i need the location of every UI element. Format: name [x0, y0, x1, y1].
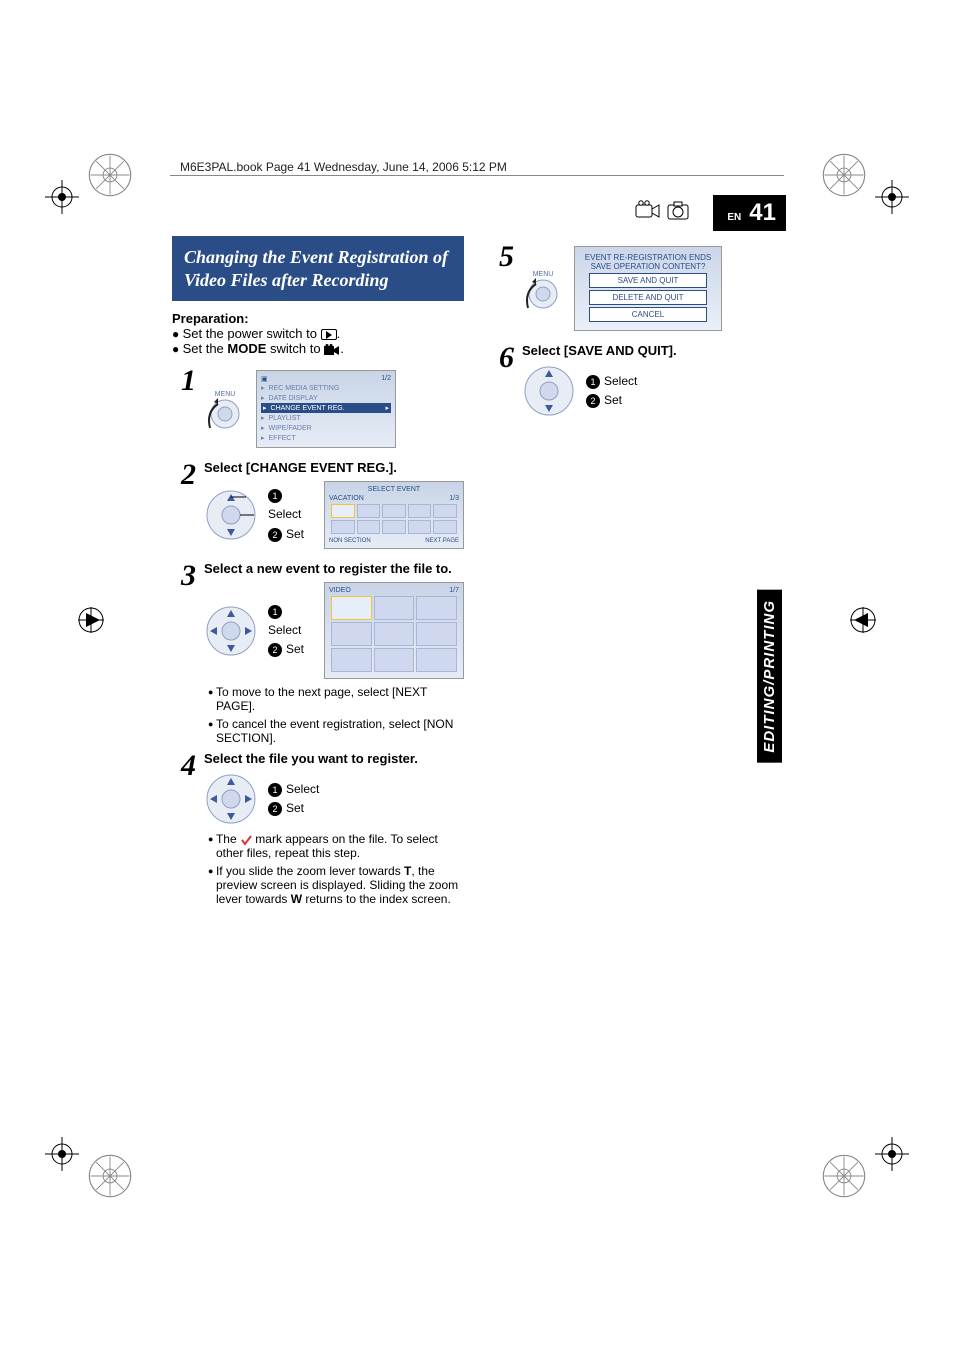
video-small-icon [324, 344, 340, 356]
prep-mode-word: MODE [227, 341, 266, 356]
dialog-button: CANCEL [589, 307, 707, 322]
svg-text:MENU: MENU [533, 271, 554, 278]
mode-icons [635, 200, 689, 220]
page-number-bar: EN 41 [713, 195, 786, 231]
check-mark-icon [240, 834, 252, 846]
prep-line1-pre: Set the power switch to [183, 326, 321, 341]
settings-row: ▸CHANGE EVENT REG.▸ [261, 403, 391, 413]
dpad-icon [204, 772, 258, 826]
arrow-wedge-icon [848, 605, 878, 635]
video-mode-icon [635, 200, 661, 220]
settings-row: ▸EFFECT [261, 433, 391, 443]
side-tab: EDITING/PRINTING [757, 590, 782, 763]
select-set-labels: 1Select 2Set [268, 602, 314, 660]
content-area: Changing the Event Registration of Video… [172, 236, 782, 1151]
page-label: EN [727, 212, 741, 223]
step-3: 3 Select a new event to register the fil… [172, 561, 464, 745]
step-4-head: Select the file you want to register. [204, 751, 464, 766]
settings-screen: ▣1/2 ▸REC MEDIA SETTING▸DATE DISPLAY▸CHA… [256, 370, 396, 448]
select-set-labels: 1Select 2Set [586, 372, 637, 410]
rosette-icon [87, 152, 133, 198]
photo-mode-icon [667, 200, 689, 220]
prep-heading: Preparation: [172, 311, 249, 326]
registration-mark-icon [45, 180, 79, 214]
prep-line1-post: . [337, 326, 341, 341]
settings-row: ▸DATE DISPLAY [261, 393, 391, 403]
left-column: Changing the Event Registration of Video… [172, 236, 464, 1151]
select-set-labels: 1Select 2Set [268, 486, 314, 544]
menu-button-icon: MENU [204, 388, 246, 430]
dialog-button: DELETE AND QUIT [589, 290, 707, 305]
rosette-icon [87, 1153, 133, 1199]
settings-row: ▸WIPE/FADER [261, 423, 391, 433]
rule-line [170, 175, 784, 176]
arrow-wedge-icon [76, 605, 106, 635]
dpad-icon [204, 488, 258, 542]
rosette-icon [821, 1153, 867, 1199]
result-dialog: EVENT RE-REGISTRATION ENDS SAVE OPERATIO… [574, 246, 722, 331]
settings-row: ▸REC MEDIA SETTING [261, 383, 391, 393]
step-4: 4 Select the file you want to register. … [172, 751, 464, 906]
right-column: 5 MENU EVENT RE-REGISTRATION ENDS SAVE O… [490, 236, 782, 1151]
preparation: Preparation: ● Set the power switch to .… [172, 311, 464, 356]
prep-line2-pre: Set the [183, 341, 228, 356]
step-3-head: Select a new event to register the file … [204, 561, 464, 576]
dialog-button: SAVE AND QUIT [589, 273, 707, 288]
video-screen: VIDEO1/7 [324, 582, 464, 679]
step-4-notes: The mark appears on the file. To select … [204, 832, 464, 906]
step-1: 1 MENU ▣1/2 ▸REC MEDIA SETTING▸DATE DISP… [172, 366, 464, 454]
settings-row: ▸PLAYLIST [261, 413, 391, 423]
step-5: 5 MENU EVENT RE-REGISTRATION ENDS SAVE O… [490, 242, 782, 337]
dpad-icon [204, 604, 258, 658]
play-mode-icon [321, 329, 337, 340]
menu-button-icon: MENU [522, 268, 564, 310]
step-3-notes: To move to the next page, select [NEXT P… [204, 685, 464, 745]
event-screen: SELECT EVENT VACATION1/3 NON SECTIONNEXT… [324, 481, 464, 549]
select-set-labels: 1Select 2Set [268, 780, 319, 818]
step-6-head: Select [SAVE AND QUIT]. [522, 343, 782, 358]
step-6: 6 Select [SAVE AND QUIT]. 1Select 2Set [490, 343, 782, 424]
page-number: 41 [749, 199, 776, 227]
dpad-icon [522, 364, 576, 418]
header-note: M6E3PAL.book Page 41 Wednesday, June 14,… [180, 160, 507, 174]
registration-mark-icon [45, 1137, 79, 1171]
step-2: 2 Select [CHANGE EVENT REG.]. 1Select 2S… [172, 460, 464, 555]
registration-mark-icon [875, 180, 909, 214]
section-title: Changing the Event Registration of Video… [172, 236, 464, 301]
step-2-head: Select [CHANGE EVENT REG.]. [204, 460, 464, 475]
rosette-icon [821, 152, 867, 198]
svg-text:MENU: MENU [215, 391, 236, 398]
registration-mark-icon [875, 1137, 909, 1171]
